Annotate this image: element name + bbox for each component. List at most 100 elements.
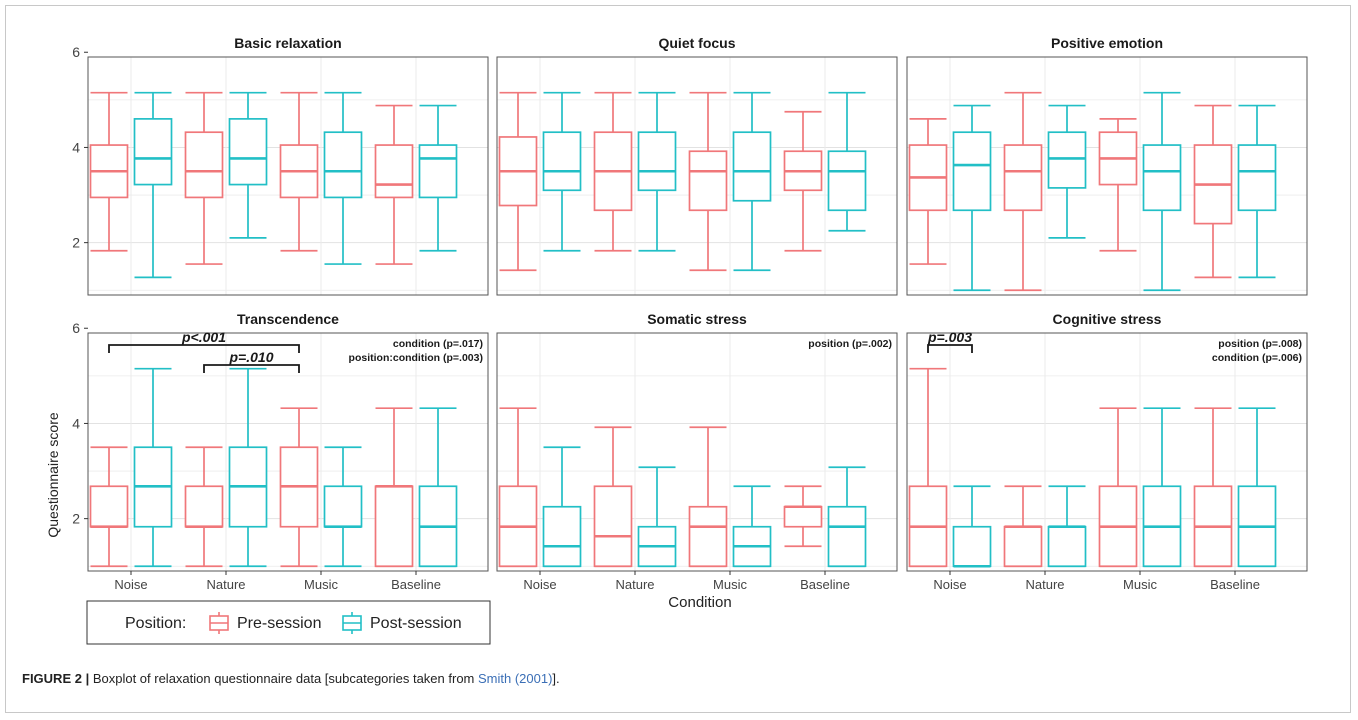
panel-border	[906, 332, 1308, 572]
caption-text-end: ].	[552, 671, 560, 686]
legend-key-post-session	[342, 612, 362, 634]
box-iqr	[952, 525, 992, 568]
boxplot-pre-noise	[89, 91, 129, 252]
boxplot-post-noise	[952, 104, 992, 292]
boxplot-post-nature	[637, 91, 677, 252]
bracket-line	[927, 344, 973, 353]
boxplot-pre-nature	[1003, 91, 1043, 292]
legend-title: Position:	[125, 615, 186, 632]
bracket-line	[108, 344, 300, 353]
box-iqr	[323, 485, 363, 528]
panel-border	[87, 56, 489, 296]
box-iqr	[827, 505, 867, 568]
panel-title: Transcendence	[237, 311, 339, 327]
box-iqr	[184, 131, 224, 199]
boxplot-post-baseline	[1237, 407, 1277, 568]
x-tick-label: Baseline	[391, 577, 441, 592]
box-iqr	[542, 505, 582, 568]
boxplot-post-noise	[542, 91, 582, 252]
legend-label-pre-session: Pre-session	[237, 615, 321, 632]
boxplot-pre-music	[279, 91, 319, 252]
caption-citation-link[interactable]: Smith (2001)	[478, 671, 553, 686]
boxplot-chart: Basic relaxation 2 4 6 Quiet focus Positive e…	[45, 35, 1308, 645]
panel-basic-relaxation: Basic relaxation 2 4 6	[72, 35, 489, 296]
box-iqr	[542, 131, 582, 192]
legend-key-pre-session	[209, 612, 229, 634]
box-iqr	[1237, 144, 1277, 212]
bracket-line	[203, 364, 300, 373]
box-iqr	[688, 150, 728, 212]
panel-border	[496, 56, 898, 296]
box-iqr	[374, 144, 414, 199]
boxplot-pre-baseline	[374, 104, 414, 265]
panel-title: Basic relaxation	[234, 35, 341, 51]
boxplot-post-nature	[637, 466, 677, 568]
boxplot-pre-noise	[908, 367, 948, 568]
boxplot-post-music	[732, 91, 772, 272]
x-tick-label: Noise	[523, 577, 556, 592]
figure-caption: FIGURE 2 | Boxplot of relaxation questio…	[22, 671, 560, 686]
panel-title: Positive emotion	[1051, 35, 1163, 51]
boxplot-post-nature	[228, 367, 268, 568]
panel-border	[906, 56, 1308, 296]
y-axis-label: Questionnaire score	[45, 412, 61, 538]
x-tick-label: Music	[304, 577, 338, 592]
panels-layer: Basic relaxation 2 4 6 Quiet focus Positive e…	[72, 35, 1308, 592]
panel-title: Quiet focus	[658, 35, 735, 51]
y-tick-label: 2	[72, 511, 80, 527]
y-tick-label: 6	[72, 44, 80, 60]
boxplot-post-baseline	[1237, 104, 1277, 279]
boxplot-pre-music	[279, 407, 319, 568]
boxplot-pre-music	[1098, 407, 1138, 568]
stat-annotation: position:condition (p=.003)	[349, 352, 483, 364]
boxplot-post-noise	[952, 485, 992, 568]
panel-title: Somatic stress	[647, 311, 747, 327]
box-iqr	[1003, 144, 1043, 212]
x-tick-label: Nature	[615, 577, 654, 592]
boxplot-pre-baseline	[1193, 104, 1233, 279]
panel-cognitive-stress: Cognitive stress Noise Nature Music Baseline…	[906, 311, 1308, 592]
x-tick-label: Nature	[206, 577, 245, 592]
boxplot-post-nature	[228, 91, 268, 239]
boxplot-pre-noise	[498, 91, 538, 272]
panel-positive-emotion: Positive emotion	[906, 35, 1308, 296]
boxplot-pre-nature	[184, 446, 224, 568]
box-iqr	[184, 485, 224, 528]
boxplot-pre-noise	[89, 446, 129, 568]
boxplot-post-baseline	[418, 104, 458, 252]
boxplot-post-noise	[542, 446, 582, 568]
boxplot-pre-baseline	[783, 485, 823, 548]
stat-annotation: position (p=.002)	[808, 338, 892, 350]
panel-transcendence: Transcendence 2 4 6 Noise Nature Music Baseline…	[72, 311, 489, 592]
y-tick-label: 4	[72, 415, 80, 431]
boxplot-pre-nature	[593, 426, 633, 568]
boxplot-pre-noise	[498, 407, 538, 568]
box-iqr	[374, 485, 414, 568]
box-iqr	[827, 150, 867, 212]
stat-annotation: condition (p=.006)	[1212, 352, 1302, 364]
boxplot-post-music	[1142, 407, 1182, 568]
boxplot-post-music	[1142, 91, 1182, 292]
box-iqr	[1003, 525, 1043, 568]
y-tick-label: 2	[72, 235, 80, 251]
boxplot-post-baseline	[827, 91, 867, 232]
stat-annotation: position (p=.008)	[1218, 338, 1302, 350]
figure-frame	[5, 5, 1351, 713]
y-tick-label: 6	[72, 320, 80, 336]
box-iqr	[732, 131, 772, 202]
box-iqr	[637, 131, 677, 192]
boxplot-pre-music	[688, 91, 728, 272]
significance-bracket: p=.010	[203, 349, 300, 373]
x-tick-label: Music	[1123, 577, 1157, 592]
box-iqr	[1047, 131, 1087, 189]
boxplot-post-noise	[133, 367, 173, 568]
box-iqr	[418, 144, 458, 199]
box-iqr	[688, 505, 728, 568]
boxplot-pre-noise	[908, 118, 948, 265]
x-tick-label: Baseline	[1210, 577, 1260, 592]
boxplot-pre-baseline	[1193, 407, 1233, 568]
bracket-label: p<.001	[181, 329, 226, 345]
x-tick-label: Baseline	[800, 577, 850, 592]
caption-text: Boxplot of relaxation questionnaire data…	[89, 671, 478, 686]
significance-bracket: p<.001	[108, 329, 300, 353]
